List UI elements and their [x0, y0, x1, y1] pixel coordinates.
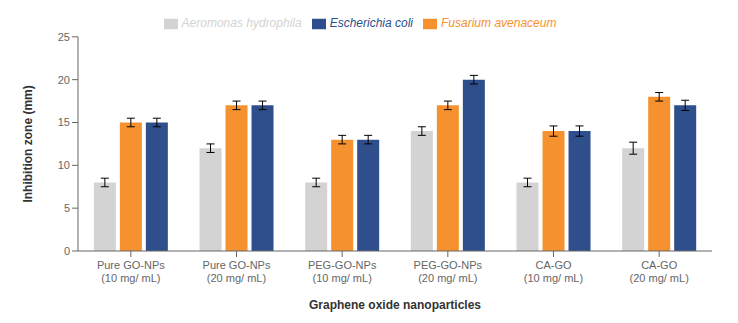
svg-text:10: 10 — [58, 159, 70, 171]
svg-text:20: 20 — [58, 74, 70, 86]
html-text:Aeromonas hydrophila: Aeromonas hydrophila — [181, 16, 302, 30]
svg-text:PEG-GO-NPs(10 mg/ mL): PEG-GO-NPs(10 mg/ mL) — [308, 259, 377, 284]
svg-text:CA-GO(20 mg/ mL): CA-GO(20 mg/ mL) — [630, 259, 689, 284]
svg-text:PEG-GO-NPs(20 mg/ mL): PEG-GO-NPs(20 mg/ mL) — [414, 259, 483, 284]
svg-text:CA-GO(10 mg/ mL): CA-GO(10 mg/ mL) — [524, 259, 583, 284]
svg-text:5: 5 — [64, 202, 70, 214]
html-text:Fusarium avenaceum: Fusarium avenaceum — [441, 16, 557, 30]
svg-text:Pure GO-NPs(10 mg/ mL): Pure GO-NPs(10 mg/ mL) — [97, 259, 165, 284]
html-text:Escherichia coli: Escherichia coli — [329, 16, 413, 30]
svg-text:25: 25 — [58, 31, 70, 43]
svg-text:Inhibition zone (mm): Inhibition zone (mm) — [21, 85, 35, 202]
svg-text:15: 15 — [58, 116, 70, 128]
svg-text:Graphene oxide nanoparticles: Graphene oxide nanoparticles — [309, 298, 481, 312]
svg-text:0: 0 — [64, 245, 70, 257]
svg-text:Pure GO-NPs(20 mg/ mL): Pure GO-NPs(20 mg/ mL) — [203, 259, 271, 284]
